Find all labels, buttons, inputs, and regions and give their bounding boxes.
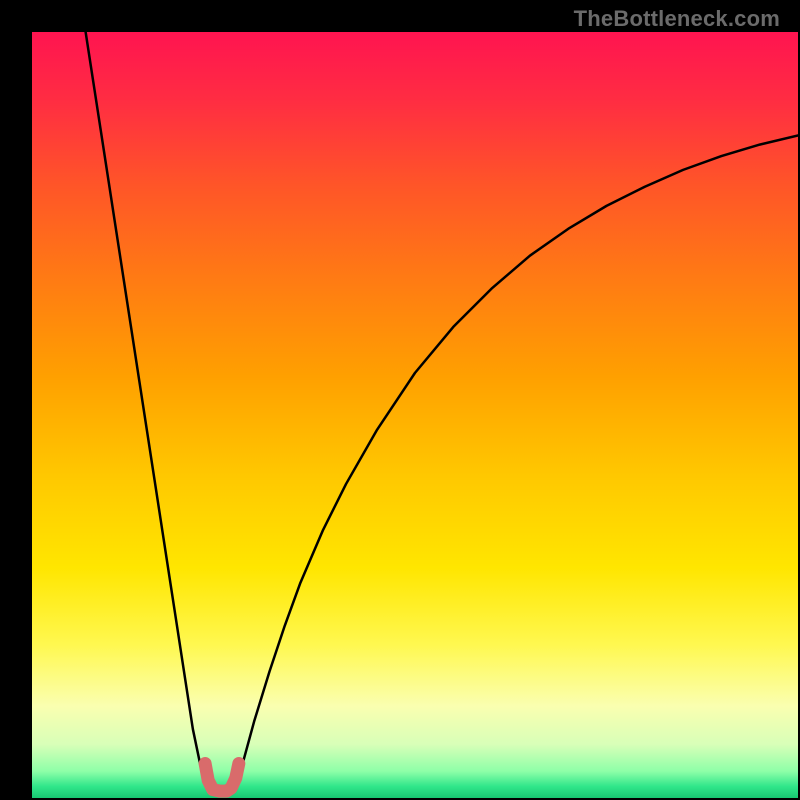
- plot-area: [32, 32, 798, 798]
- watermark-text: TheBottleneck.com: [574, 6, 780, 32]
- chart-container: TheBottleneck.com: [0, 0, 800, 800]
- chart-svg: [32, 32, 798, 798]
- chart-background: [32, 32, 798, 798]
